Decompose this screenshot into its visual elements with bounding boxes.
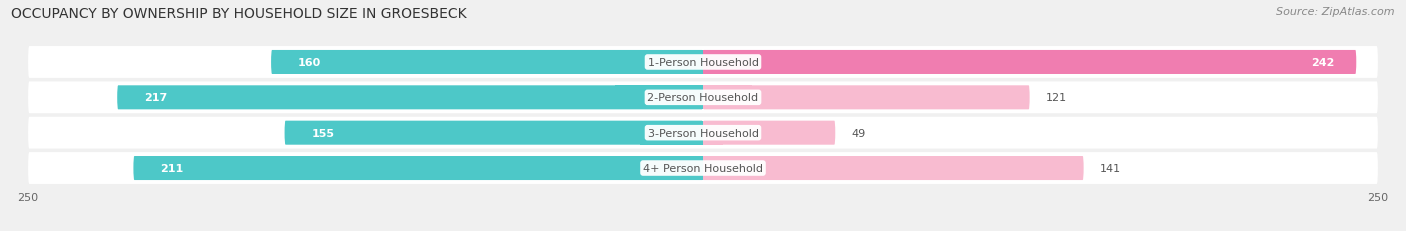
FancyBboxPatch shape: [703, 156, 1084, 180]
FancyBboxPatch shape: [284, 121, 703, 145]
Text: 160: 160: [298, 58, 322, 68]
Bar: [703, 86, 752, 110]
FancyBboxPatch shape: [703, 121, 835, 145]
Bar: [617, 156, 703, 180]
Text: 1-Person Household: 1-Person Household: [648, 58, 758, 68]
FancyBboxPatch shape: [271, 51, 703, 75]
Bar: [703, 121, 723, 145]
Text: 141: 141: [1099, 163, 1121, 173]
Text: 4+ Person Household: 4+ Person Household: [643, 163, 763, 173]
FancyBboxPatch shape: [28, 117, 1378, 149]
FancyBboxPatch shape: [134, 156, 703, 180]
Bar: [616, 86, 703, 110]
Bar: [640, 121, 703, 145]
Text: 121: 121: [1046, 93, 1067, 103]
Bar: [703, 156, 761, 180]
Text: 211: 211: [160, 163, 184, 173]
FancyBboxPatch shape: [117, 86, 703, 110]
Text: OCCUPANCY BY OWNERSHIP BY HOUSEHOLD SIZE IN GROESBECK: OCCUPANCY BY OWNERSHIP BY HOUSEHOLD SIZE…: [11, 7, 467, 21]
Text: 3-Person Household: 3-Person Household: [648, 128, 758, 138]
Bar: [638, 51, 703, 75]
Bar: [703, 51, 801, 75]
FancyBboxPatch shape: [703, 51, 1357, 75]
FancyBboxPatch shape: [703, 86, 1029, 110]
Text: 2-Person Household: 2-Person Household: [647, 93, 759, 103]
FancyBboxPatch shape: [28, 82, 1378, 114]
FancyBboxPatch shape: [28, 152, 1378, 184]
Text: 242: 242: [1312, 58, 1334, 68]
FancyBboxPatch shape: [28, 47, 1378, 79]
Text: 155: 155: [312, 128, 335, 138]
Text: 49: 49: [852, 128, 866, 138]
Text: 217: 217: [145, 93, 167, 103]
Text: Source: ZipAtlas.com: Source: ZipAtlas.com: [1277, 7, 1395, 17]
